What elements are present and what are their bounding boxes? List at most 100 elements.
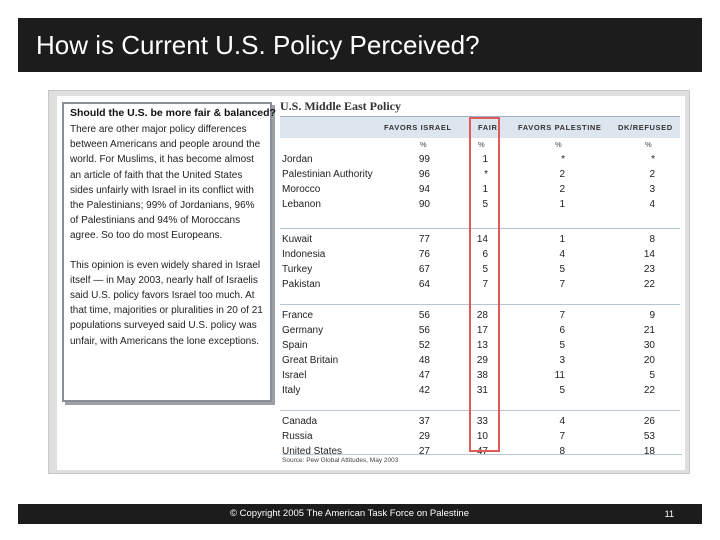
slide-title: How is Current U.S. Policy Perceived? [36,30,480,60]
table-cell: 14 [476,234,488,245]
table-cell: * [484,169,488,180]
header-dk-refused: DK/REFUSED [618,123,673,132]
table-cell: 7 [559,310,565,321]
table-cell: 1 [559,199,565,210]
table-cell: 31 [476,385,488,396]
country-name: Turkey [282,264,313,275]
table-cell: 8 [649,234,655,245]
table-cell: 6 [482,249,488,260]
table-cell: 38 [476,370,488,381]
table-cell: 6 [559,325,565,336]
table-row: Kuwait 77 14 1 8 [280,232,680,247]
sidebar-paragraph-2: This opinion is even widely shared in Is… [70,259,263,347]
table-cell: 22 [643,279,655,290]
table-cell: 56 [418,310,430,321]
table-cell: 4 [559,249,565,260]
table-cell: * [651,154,655,165]
table-cell: 28 [476,310,488,321]
table-row: Germany 56 17 6 21 [280,323,680,338]
percent-label: % [478,140,485,149]
table-row: Turkey 67 5 5 23 [280,262,680,277]
table-cell: 3 [649,184,655,195]
country-name: United States [282,446,343,457]
percent-row: % % % % [280,140,680,150]
percent-label: % [645,140,652,149]
content-panel: Should the U.S. be more fair & balanced?… [48,90,690,474]
table-cell: 11 [554,370,565,381]
table-cell: 1 [482,154,488,165]
table-cell: 26 [643,416,655,427]
table-row: Jordan 99 1 * * [280,152,680,167]
table-cell: 2 [559,169,565,180]
table-cell: 20 [643,355,655,366]
percent-label: % [420,140,427,149]
table-title: U.S. Middle East Policy [280,99,402,113]
table-cell: 99 [418,154,430,165]
table-cell: 27 [418,446,430,457]
country-name: Pakistan [282,279,321,290]
table-cell: 5 [559,340,565,351]
country-name: Indonesia [282,249,326,260]
table-group: Jordan 99 1 * * Palestinian Authority 96 * 2 2 Mor… [280,152,680,212]
table-cell: 2 [649,169,655,180]
footer-bar: © Copyright 2005 The American Task Force… [18,504,702,524]
table-cell: 7 [559,431,565,442]
table-cell: 53 [643,431,655,442]
table-cell: 21 [643,325,655,336]
country-name: Morocco [282,184,321,195]
country-name: Germany [282,325,324,336]
table-cell: 42 [418,385,430,396]
table-cell: 48 [418,355,430,366]
table-cell: 4 [559,416,565,427]
table-cell: 8 [559,446,565,457]
table-cell: 14 [643,249,655,260]
table-cell: 33 [476,416,488,427]
table-row: Spain 52 13 5 30 [280,338,680,353]
table-cell: 5 [482,199,488,210]
table-cell: 18 [643,446,655,457]
table-row: Morocco 94 1 2 3 [280,182,680,197]
percent-label: % [555,140,562,149]
table-row: Israel 47 38 11 5 [280,368,680,383]
table-cell: 30 [643,340,655,351]
table-row: Pakistan 64 7 7 22 [280,277,680,292]
sidebar-heading: Should the U.S. be more fair & balanced? [70,107,276,119]
country-name: Great Britain [282,355,339,366]
header-favors-israel: FAVORS ISRAEL [384,123,452,132]
table-row: Russia 29 10 7 53 [280,429,680,444]
table-cell: 29 [476,355,488,366]
country-name: Italy [282,385,301,396]
table-cell: 1 [482,184,488,195]
table-cell: 94 [418,184,430,195]
table-cell: 76 [418,249,430,260]
footer-copyright: © Copyright 2005 The American Task Force… [230,508,469,519]
table-group: France 56 28 7 9 Germany 56 17 6 21 Spain 52 13 5 30 Gr… [280,304,680,398]
fair-column-highlight [469,117,500,452]
table-cell: 96 [418,169,430,180]
country-name: Palestinian Authority [282,169,373,180]
table-cell: 10 [476,431,488,442]
country-name: Israel [282,370,307,381]
table-cell: 3 [559,355,565,366]
table-header: FAVORS ISRAEL FAIR FAVORS PALESTINE DK/R… [280,116,680,138]
table-cell: 64 [418,279,430,290]
table-group: Kuwait 77 14 1 8 Indonesia 76 6 4 14 Turkey 67 5 5 23 P… [280,228,680,292]
table-cell: 77 [418,234,430,245]
sidebar-box: Should the U.S. be more fair & balanced?… [62,102,276,402]
table-cell: 47 [418,370,430,381]
country-name: Spain [282,340,308,351]
table-group: Canada 37 33 4 26 Russia 29 10 7 53 United States 2… [280,410,680,459]
table-row: France 56 28 7 9 [280,308,680,323]
table-cell: 17 [476,325,488,336]
table-cell: 67 [418,264,430,275]
table-cell: 2 [559,184,565,195]
table-cell: 23 [643,264,655,275]
table-cell: 7 [482,279,488,290]
table-cell: 5 [559,264,565,275]
table-cell: 13 [476,340,488,351]
table-cell: 5 [649,370,655,381]
table-cell: 37 [418,416,430,427]
table-row: Canada 37 33 4 26 [280,414,680,429]
table-row: Palestinian Authority 96 * 2 2 [280,167,680,182]
table-row: Italy 42 31 5 22 [280,383,680,398]
